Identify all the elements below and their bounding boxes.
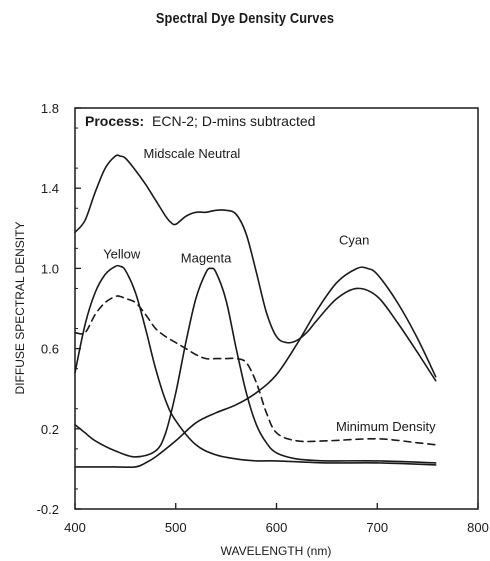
x-tick-label: 500 [165, 520, 187, 535]
cyan-curve [74, 266, 437, 469]
x-tick-label: 400 [64, 520, 86, 535]
y-tick-label: -0.2 [37, 502, 59, 517]
magenta-label: Magenta [181, 250, 232, 265]
series-curves [74, 154, 437, 469]
y-axis-title: DIFFUSE SPECTRAL DENSITY [13, 222, 27, 395]
y-tick-label: 1.4 [41, 181, 59, 196]
series-labels: Midscale Neutral Yellow Magenta Cyan Minimum… [103, 146, 436, 434]
yellow-curve [74, 264, 437, 466]
process-annotation: Process: ECN-2; D-mins subtracted [85, 113, 315, 129]
y-tick-label: 1.8 [41, 101, 59, 116]
x-tick-label: 800 [467, 520, 489, 535]
minimum-density-curve [74, 295, 437, 446]
magenta-curve [74, 267, 437, 464]
process-annotation-text: ECN-2; D-mins subtracted [152, 113, 315, 129]
x-axis-title: WAVELENGTH (nm) [221, 544, 332, 558]
y-axis-tick-labels: -0.2 0.2 0.6 1.0 1.4 1.8 [37, 101, 59, 517]
y-tick-label: 0.2 [41, 422, 59, 437]
x-axis-ticks [74, 503, 479, 509]
x-tick-label: 700 [366, 520, 388, 535]
x-axis-tick-labels: 400 500 600 700 800 [64, 520, 489, 535]
cyan-label: Cyan [339, 232, 369, 247]
chart-title: Spectral Dye Density Curves [155, 10, 335, 27]
minimum-density-label: Minimum Density [336, 419, 436, 434]
plot-frame [74, 107, 479, 510]
process-annotation-bold: Process: [85, 113, 144, 129]
y-tick-label: 1.0 [41, 261, 59, 276]
y-axis-ticks [75, 107, 81, 510]
yellow-label: Yellow [103, 246, 141, 261]
x-tick-label: 600 [266, 520, 288, 535]
midscale-neutral-curve [74, 154, 437, 382]
y-tick-label: 0.6 [41, 342, 59, 357]
midscale-neutral-label: Midscale Neutral [144, 146, 241, 161]
